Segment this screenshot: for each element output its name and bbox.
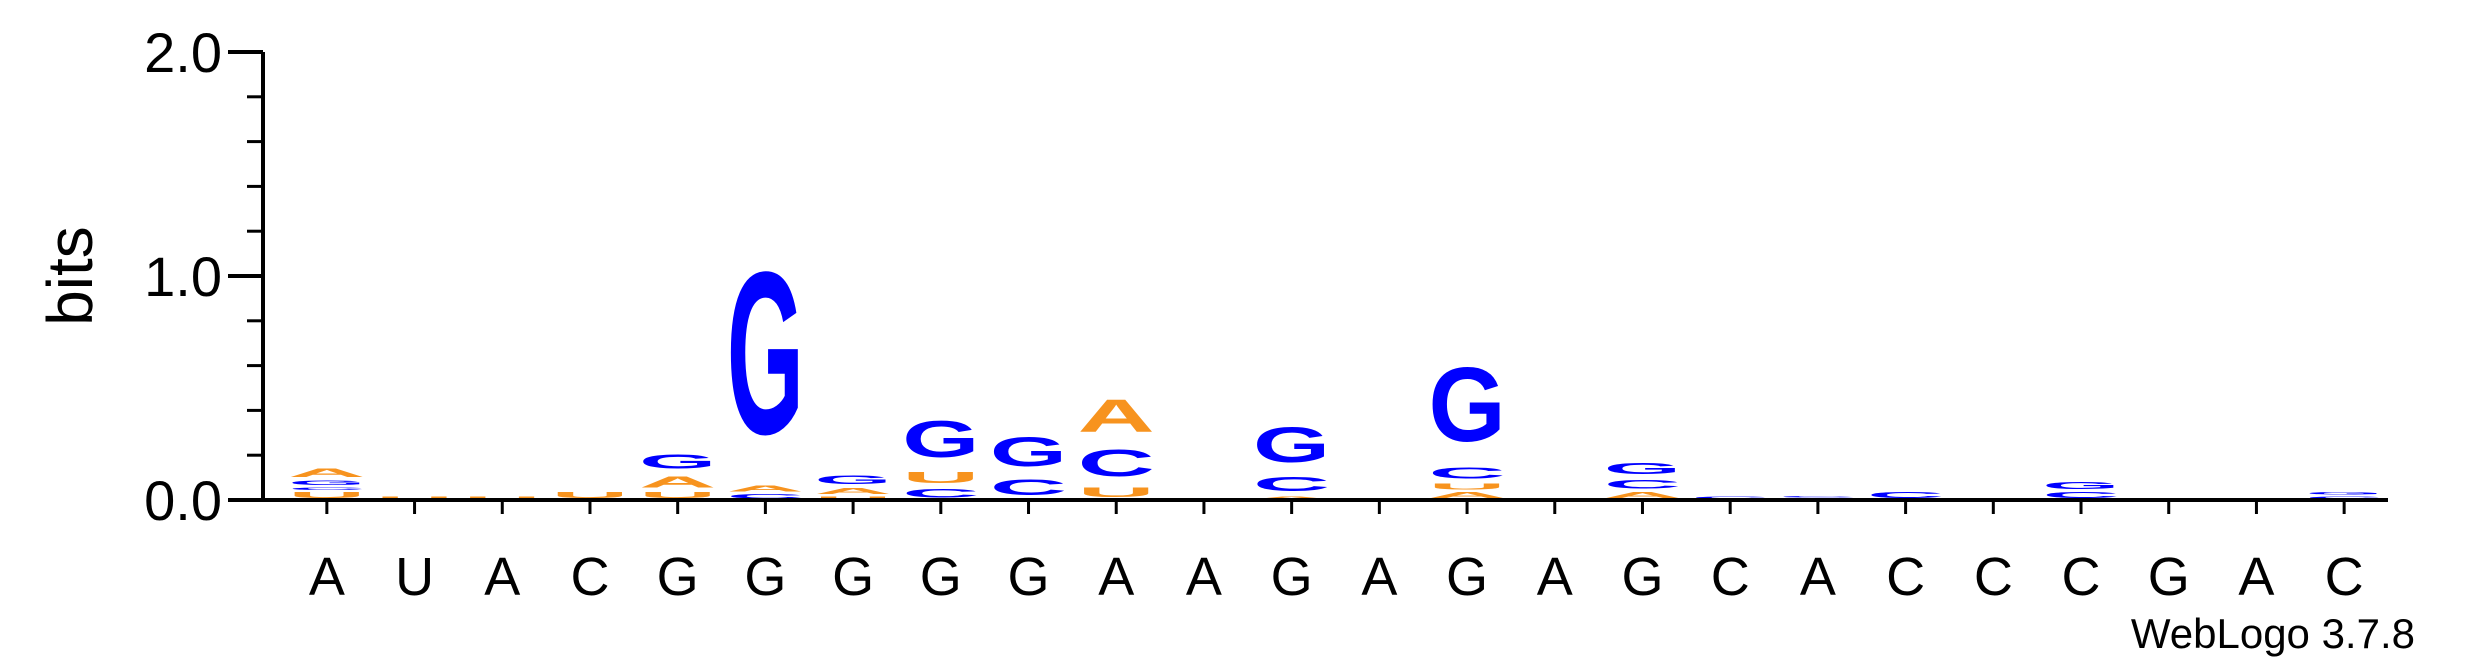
logo-letter-G: G — [1604, 460, 1681, 478]
x-tick-label: C — [2325, 547, 2364, 607]
x-tick-label: A — [484, 547, 520, 607]
logo-letter-U: U — [1078, 484, 1155, 500]
logo-letter-G: G — [727, 223, 804, 483]
logo-letter-G: G — [1253, 417, 1330, 473]
x-tick-label: A — [309, 547, 345, 607]
x-tick-label: A — [1186, 547, 1222, 607]
logo-letter-A: A — [815, 487, 892, 496]
logo-letter-C: C — [1779, 496, 1856, 498]
x-axis-ticks — [327, 500, 2344, 514]
x-tick-label: A — [1537, 547, 1573, 607]
x-tick-label: G — [657, 547, 699, 607]
y-tick-label: 0.0 — [144, 469, 222, 532]
x-tick-label: G — [1621, 547, 1663, 607]
x-tick-label: G — [832, 547, 874, 607]
x-tick-label: G — [1008, 547, 1050, 607]
x-tick-label: C — [1711, 547, 1750, 607]
x-tick-label: G — [744, 547, 786, 607]
logo-letter-G: G — [2306, 491, 2383, 496]
y-minor-ticks — [247, 52, 263, 455]
x-tick-label: A — [2238, 547, 2274, 607]
logo-letter-A: A — [1078, 391, 1155, 442]
logo-letter-G: G — [1428, 345, 1505, 464]
logo-letter-A: A — [639, 473, 716, 491]
x-tick-label: C — [2062, 547, 2101, 607]
logo-letter-U: U — [902, 469, 979, 487]
y-tick-label: 2.0 — [144, 21, 222, 84]
x-tick-label: U — [395, 547, 434, 607]
logo-letter-G: G — [990, 429, 1067, 476]
y-tick-label: 1.0 — [144, 245, 222, 308]
logo-letter-C: C — [1604, 478, 1681, 491]
x-tick-label: G — [2148, 547, 2190, 607]
x-tick-label: C — [1974, 547, 2013, 607]
x-tick-label: C — [1886, 547, 1925, 607]
logo-letter-G: G — [288, 480, 365, 487]
logo-letter-G: G — [2042, 480, 2119, 491]
x-tick-label: C — [570, 547, 609, 607]
logo-letter-stacks: UCGAUUUUAGCAGUAGCUGCGUCAACGAUCGACGCACCCG… — [288, 223, 2382, 500]
logo-letter-C: C — [1078, 441, 1155, 484]
y-axis-label: bits — [34, 226, 106, 326]
logo-letter-U: U — [1428, 482, 1505, 491]
logo-letter-C: C — [1253, 473, 1330, 495]
logo-letter-C: C — [990, 475, 1067, 500]
x-tick-label: G — [920, 547, 962, 607]
logo-letter-A: A — [288, 466, 365, 479]
logo-letter-G: G — [639, 451, 716, 473]
logo-letter-G: G — [902, 410, 979, 468]
x-tick-label: A — [1098, 547, 1134, 607]
logo-letter-A: A — [727, 484, 804, 493]
x-tick-label: G — [1271, 547, 1313, 607]
logo-letter-C: C — [1428, 464, 1505, 482]
x-tick-label: A — [1361, 547, 1397, 607]
weblogo-credit: WebLogo 3.7.8 — [2131, 610, 2415, 657]
x-tick-label: G — [1446, 547, 1488, 607]
logo-letter-C: C — [288, 487, 365, 491]
x-tick-label: A — [1800, 547, 1836, 607]
logo-letter-G: G — [815, 473, 892, 486]
